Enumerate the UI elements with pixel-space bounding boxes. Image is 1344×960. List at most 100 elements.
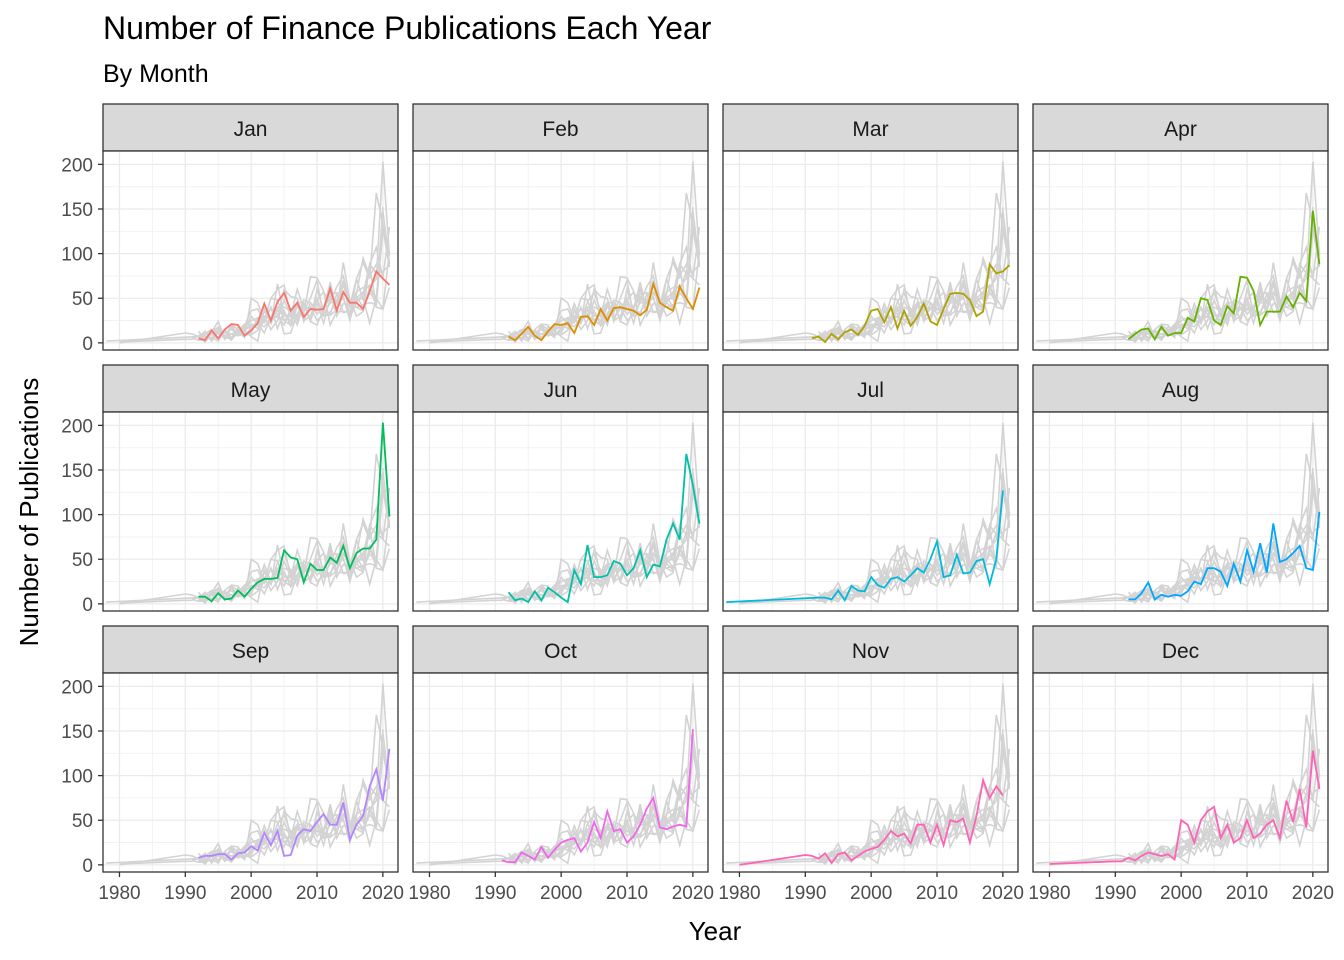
y-tick-label: 150 [61,200,93,221]
background-series-line [1049,516,1314,605]
series-line-sep [198,748,391,861]
x-tick-label: 2020 [982,883,1024,904]
y-tick-label: 0 [82,595,93,616]
y-tick-label: 200 [61,155,93,176]
x-tick-label: 1980 [718,883,760,904]
x-tick-label: 2000 [230,883,272,904]
y-tick-label: 50 [72,811,93,832]
background-series-line [739,228,1011,343]
facet-panel-jun: Jun [412,364,709,612]
panel-border [102,411,399,612]
background-series-line [739,750,1011,865]
facet-panel-aug: Aug [1032,364,1329,612]
facet-strip [1032,103,1329,152]
panel-border [1032,150,1329,351]
facet-strip-label: Sep [232,640,269,663]
chart-title: Number of Finance Publications Each Year [103,10,712,46]
background-series-line [429,750,701,865]
y-tick-label: 50 [72,550,93,571]
facet-strip [102,364,399,413]
background-series-line [508,250,701,340]
background-series-line [818,772,1011,862]
background-series-line [739,489,1011,604]
x-tick-label: 2020 [1292,883,1334,904]
facet-strip-label: Jul [857,379,884,402]
background-series-line [818,269,1010,342]
panel-border [1032,672,1329,873]
y-tick-label: 0 [82,334,93,355]
facet-panel-apr: Apr [1032,103,1329,351]
facet-panel-dec: Dec 1980 1990 2000 2010 2020 [1028,625,1334,904]
background-series-line [198,530,390,603]
panel-border [722,150,1019,351]
series-line-jun [507,453,701,604]
facet-panel-jan: Jan 0 50 100 150 200 [61,103,399,355]
facet-strip-label: Apr [1164,118,1197,141]
facet-strip [722,625,1019,674]
y-tick-label: 0 [82,856,93,877]
background-series-line [508,530,700,603]
background-series-line [429,516,694,605]
background-series-line [119,489,391,604]
series-line-aug [1128,511,1321,601]
facet-panel-mar: Mar [722,103,1019,351]
facet-strip-label: Dec [1162,640,1199,663]
background-series-line [198,772,391,862]
series-line-mar [811,261,1011,344]
facet-panel-may: May 0 50 100 150 200 [61,364,399,616]
background-series-line [818,511,1011,601]
background-series-line [1049,489,1321,604]
y-tick-label: 100 [61,767,93,788]
x-tick-label: 1990 [474,883,516,904]
series-line-jul [726,490,1004,603]
facet-strip [412,103,709,152]
y-tick-label: 200 [61,677,93,698]
background-series-line [119,255,384,344]
background-series-line [508,269,700,342]
facet-panel-feb: Feb [412,103,709,351]
background-series-line [198,250,391,340]
facet-strip-label: Jan [234,118,268,141]
series-line-jan [198,269,391,342]
background-series-line [198,511,391,601]
facet-strip-label: Aug [1162,379,1199,402]
x-tick-label: 1990 [164,883,206,904]
panel-border [102,672,399,873]
facet-strip-label: Feb [542,118,578,141]
background-series-line [1128,791,1320,864]
series-line-apr [1127,210,1321,342]
facet-panel-nov: Nov 1980 1990 2000 2010 2020 [718,625,1024,904]
y-tick-label: 200 [61,416,93,437]
background-series-line [818,530,1010,603]
facet-strip [412,625,709,674]
panel-border [1032,411,1329,612]
panel-border [102,150,399,351]
x-tick-label: 1990 [784,883,826,904]
panel-border [412,411,709,612]
x-tick-label: 2000 [1160,883,1202,904]
background-series-line [739,255,1004,344]
facet-strip-label: Mar [852,118,888,141]
x-tick-label: 2010 [606,883,648,904]
y-tick-label: 150 [61,722,93,743]
x-tick-label: 2020 [672,883,714,904]
panel-border [722,672,1019,873]
y-tick-label: 50 [72,289,93,310]
background-series-line [739,516,1004,605]
x-tick-label: 2000 [850,883,892,904]
background-series-line [508,772,701,862]
y-tick-label: 100 [61,245,93,266]
panel-border [412,672,709,873]
x-tick-label: 1980 [408,883,450,904]
panel-border [412,150,709,351]
facet-strip-label: Jun [544,379,578,402]
background-series-line [1128,530,1320,603]
facet-panel-sep: Sep 0 50 100 150 200 1980 1990 2000 2010 2020 [61,625,404,904]
x-tick-label: 1980 [98,883,140,904]
panel-border [722,411,1019,612]
background-series-line [818,791,1010,864]
background-series-line [818,250,1011,340]
chart-subtitle: By Month [103,60,209,88]
